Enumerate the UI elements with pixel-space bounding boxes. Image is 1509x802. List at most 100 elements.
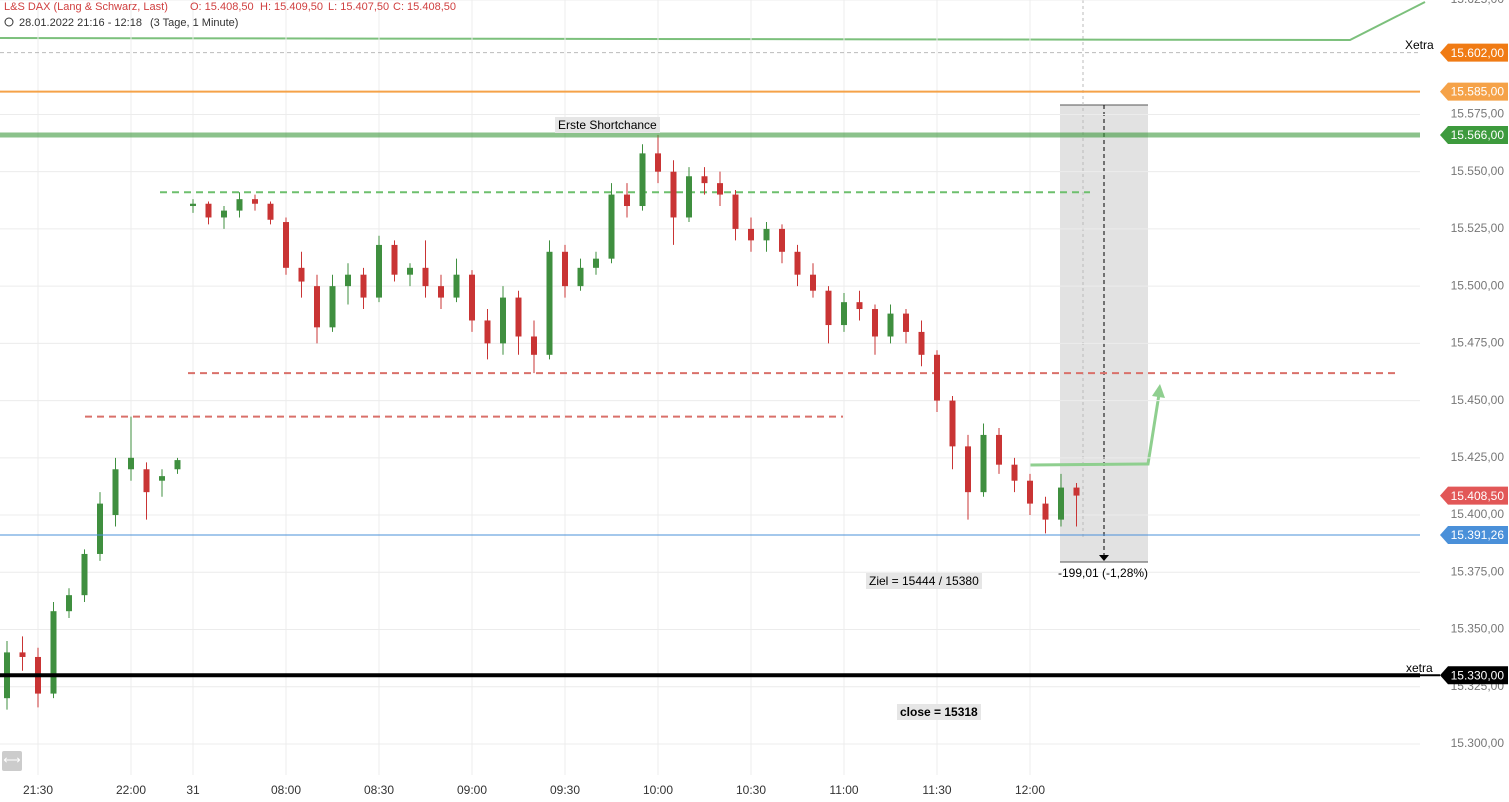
candle-body xyxy=(1058,487,1064,520)
candle-body xyxy=(639,153,646,207)
candle-body xyxy=(345,274,351,287)
x-tick-label: 11:30 xyxy=(922,783,951,797)
candle-body xyxy=(376,244,382,298)
subtitle: 28.01.2022 21:16 - 12:18 xyxy=(19,17,142,29)
candle-body xyxy=(50,611,57,694)
x-tick-label: 09:00 xyxy=(457,783,487,797)
candle-body xyxy=(1011,464,1018,481)
price-tag-label: 15.330,00 xyxy=(1451,668,1505,682)
price-tag xyxy=(1440,43,1508,62)
x-tick-label: 11:00 xyxy=(829,783,858,797)
candle-body xyxy=(360,274,367,298)
candle-body xyxy=(81,553,88,596)
price-tag-label: 15.585,00 xyxy=(1451,85,1505,99)
candle-body xyxy=(794,251,801,275)
title: L&S DAX (Lang & Schwarz, Last) xyxy=(4,1,168,13)
candle-body xyxy=(779,228,785,252)
candle-body xyxy=(484,320,491,344)
candle-body xyxy=(887,313,894,337)
clock-icon xyxy=(4,17,14,27)
forecast-arrow xyxy=(1029,387,1162,467)
y-tick-label: 15.425,00 xyxy=(1451,450,1505,464)
candle-body xyxy=(267,203,274,220)
candle-body xyxy=(1027,480,1033,504)
candle-body xyxy=(934,354,940,401)
candle-body xyxy=(515,297,522,337)
candle-body xyxy=(593,258,599,268)
x-tick-label: 22:00 xyxy=(116,783,146,797)
candle-body xyxy=(980,434,987,493)
candle-body xyxy=(205,203,212,218)
price-tag xyxy=(1440,486,1508,505)
candle-body xyxy=(1073,487,1080,496)
price-tag-label: 15.566,00 xyxy=(1451,128,1505,142)
candle-body xyxy=(159,476,165,481)
candle-body xyxy=(112,469,119,516)
candle-body xyxy=(856,302,863,310)
y-tick-label: 15.450,00 xyxy=(1451,393,1505,407)
y-tick-label: 15.475,00 xyxy=(1451,336,1505,350)
candle-body xyxy=(717,183,723,195)
candle-body xyxy=(438,286,444,298)
ohlc-open: O: 15.408,50 xyxy=(190,1,254,13)
price-tag xyxy=(1440,666,1508,685)
scroll-button[interactable] xyxy=(2,751,22,771)
candle-body xyxy=(577,267,584,287)
candle-body xyxy=(283,222,289,268)
annotation: Ziel = 15444 / 15380 xyxy=(866,573,982,589)
x-tick-label: 08:00 xyxy=(271,783,301,797)
price-tag xyxy=(1440,82,1508,101)
level-label: xetra xyxy=(1406,661,1433,675)
price-tag xyxy=(1440,526,1508,545)
candle-body xyxy=(763,228,770,241)
candle-body xyxy=(531,336,537,355)
candle-body xyxy=(221,210,227,218)
y-tick-label: 15.500,00 xyxy=(1451,278,1505,292)
ohlc-low: L: 15.407,50 xyxy=(328,1,389,13)
forecast-arrowhead xyxy=(1152,384,1165,398)
price-tag-label: 15.602,00 xyxy=(1451,46,1505,60)
candle-body xyxy=(174,460,181,470)
y-tick-label: 15.350,00 xyxy=(1451,622,1505,636)
ohlc-close: C: 15.408,50 xyxy=(393,1,456,13)
candle-body xyxy=(655,153,661,172)
period: (3 Tage, 1 Minute) xyxy=(150,17,238,29)
candle-body xyxy=(748,228,754,241)
candle-body xyxy=(97,503,103,554)
candle-body xyxy=(670,171,677,218)
annotation: close = 15318 xyxy=(897,704,981,720)
candle-body xyxy=(314,286,320,328)
x-tick-label: 31 xyxy=(186,783,200,797)
annotation: Erste Shortchance xyxy=(555,117,660,133)
candle-body xyxy=(546,251,553,355)
candle-body xyxy=(236,199,243,211)
candle-body xyxy=(996,434,1002,465)
candle-body xyxy=(562,251,568,287)
x-tick-label: 10:00 xyxy=(643,783,673,797)
candle-body xyxy=(407,267,413,275)
candle-body xyxy=(872,309,878,337)
x-tick-label: 09:30 xyxy=(550,783,580,797)
y-tick-label: 15.575,00 xyxy=(1451,107,1505,121)
candle-body xyxy=(453,274,460,298)
candle-body xyxy=(298,267,305,282)
candle-body xyxy=(686,176,692,218)
candle-body xyxy=(918,331,925,355)
candle-body xyxy=(19,652,26,657)
measure-arrowhead xyxy=(1099,555,1109,561)
candle-body xyxy=(810,274,816,291)
indicator-line xyxy=(0,1,1426,42)
y-tick-label: 15.550,00 xyxy=(1451,164,1505,178)
candle-body xyxy=(949,400,956,447)
level-label: Xetra xyxy=(1405,38,1434,52)
candle-body xyxy=(732,194,739,229)
candle-body xyxy=(252,199,258,204)
y-tick-label: 15.625,00 xyxy=(1451,0,1505,6)
candle-body xyxy=(624,194,630,207)
candle-body xyxy=(391,244,398,275)
scroll-icon[interactable]: ⟷ xyxy=(3,753,20,767)
price-tag-label: 15.391,26 xyxy=(1451,528,1505,542)
